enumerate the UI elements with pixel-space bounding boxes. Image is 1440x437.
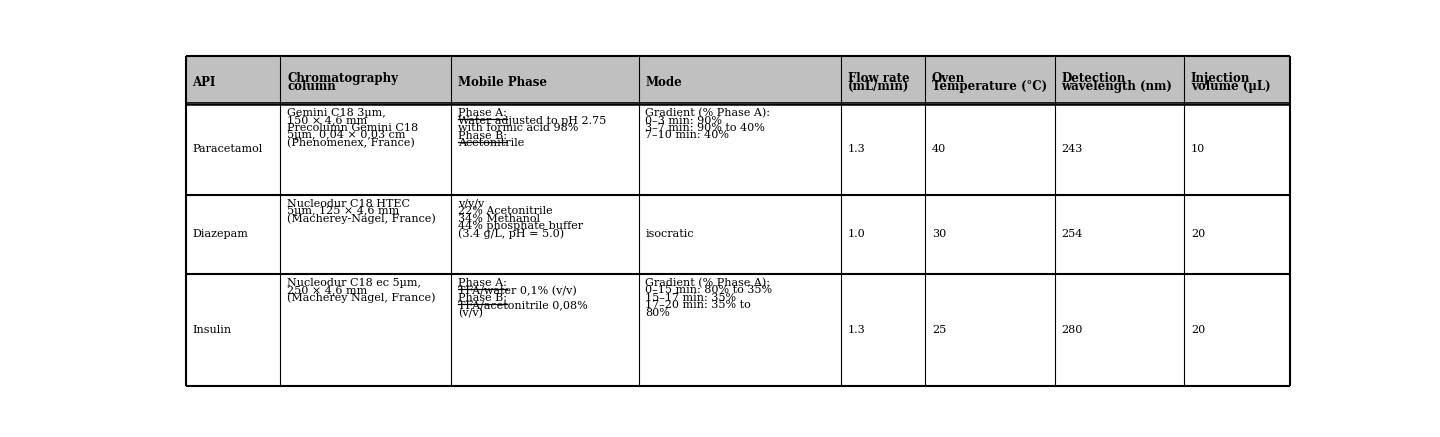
Text: 250 × 4,6 mm: 250 × 4,6 mm: [287, 285, 367, 295]
Bar: [186, 56, 1290, 104]
Bar: [186, 104, 1290, 195]
Text: Phase A:: Phase A:: [458, 278, 507, 288]
Text: (Phenomenex, France): (Phenomenex, France): [287, 138, 415, 148]
Text: API: API: [193, 76, 216, 89]
Text: Gradient (% Phase A):: Gradient (% Phase A):: [645, 278, 770, 288]
Text: (v/v): (v/v): [458, 308, 482, 319]
Text: wavelength (nm): wavelength (nm): [1061, 80, 1172, 93]
Text: 254: 254: [1061, 229, 1083, 239]
Text: Nucleodur C18 ec 5µm,: Nucleodur C18 ec 5µm,: [287, 278, 420, 288]
Text: 0–3 min: 90%: 0–3 min: 90%: [645, 115, 723, 125]
Text: Detection: Detection: [1061, 72, 1126, 85]
Text: (mL/min): (mL/min): [848, 80, 909, 93]
Text: Gemini C18 3µm,: Gemini C18 3µm,: [287, 108, 386, 118]
Text: column: column: [287, 80, 336, 93]
Text: 1.0: 1.0: [848, 229, 865, 239]
Text: Water adjusted to pH 2.75: Water adjusted to pH 2.75: [458, 116, 606, 126]
Bar: [186, 195, 1290, 274]
Text: TFA/water 0,1% (v/v): TFA/water 0,1% (v/v): [458, 285, 577, 296]
Text: (3.4 g/L, pH = 5.0): (3.4 g/L, pH = 5.0): [458, 229, 564, 239]
Text: 30: 30: [932, 229, 946, 239]
Text: 7–10 min: 40%: 7–10 min: 40%: [645, 130, 729, 140]
Text: Oven: Oven: [932, 72, 965, 85]
Text: Flow rate: Flow rate: [848, 72, 909, 85]
Text: 150 × 4,6 mm: 150 × 4,6 mm: [287, 115, 367, 125]
Text: Phase B:: Phase B:: [458, 293, 507, 303]
Text: Acetonitrile: Acetonitrile: [458, 138, 524, 148]
Text: TFA/acetonitrile 0,08%: TFA/acetonitrile 0,08%: [458, 301, 588, 311]
Text: with formic acid 98%: with formic acid 98%: [458, 123, 579, 133]
Text: Chromatography: Chromatography: [287, 72, 397, 85]
Text: Temperature (°C): Temperature (°C): [932, 80, 1047, 93]
Text: Diazepam: Diazepam: [193, 229, 248, 239]
Text: 20: 20: [1191, 325, 1205, 335]
Text: 34% Methanol: 34% Methanol: [458, 214, 540, 224]
Text: (Macherey-Nagel, France): (Macherey-Nagel, France): [287, 214, 436, 224]
Text: v/v/v: v/v/v: [458, 199, 484, 209]
Text: 1.3: 1.3: [848, 144, 865, 154]
Text: 5µm, 0,04 × 0,03 cm: 5µm, 0,04 × 0,03 cm: [287, 130, 406, 140]
Text: 44% phosphate buffer: 44% phosphate buffer: [458, 221, 583, 231]
Text: Paracetamol: Paracetamol: [193, 144, 262, 154]
Text: 280: 280: [1061, 325, 1083, 335]
Text: Phase B:: Phase B:: [458, 131, 507, 141]
Text: 80%: 80%: [645, 308, 670, 318]
Text: 1.3: 1.3: [848, 325, 865, 335]
Text: volume (µL): volume (µL): [1191, 80, 1270, 93]
Text: Mobile Phase: Mobile Phase: [458, 76, 547, 89]
Text: isocratic: isocratic: [645, 229, 694, 239]
Text: Nucleodur C18 HTEC: Nucleodur C18 HTEC: [287, 199, 410, 209]
Text: 22% Acetonitrile: 22% Acetonitrile: [458, 206, 553, 216]
Text: 10: 10: [1191, 144, 1205, 154]
Text: 15–17 min: 35%: 15–17 min: 35%: [645, 293, 736, 303]
Text: 243: 243: [1061, 144, 1083, 154]
Text: Mode: Mode: [645, 76, 683, 89]
Text: 3–7 min: 90% to 40%: 3–7 min: 90% to 40%: [645, 123, 765, 133]
Text: 5µm, 125 × 4,6 mm: 5µm, 125 × 4,6 mm: [287, 206, 399, 216]
Text: 0–15 min: 80% to 35%: 0–15 min: 80% to 35%: [645, 285, 772, 295]
Text: 17–20 min: 35% to: 17–20 min: 35% to: [645, 300, 752, 310]
Text: (Macherey Nagel, France): (Macherey Nagel, France): [287, 293, 435, 303]
Text: Injection: Injection: [1191, 72, 1250, 85]
Text: Insulin: Insulin: [193, 325, 232, 335]
Text: Gradient (% Phase A):: Gradient (% Phase A):: [645, 108, 770, 118]
Text: 20: 20: [1191, 229, 1205, 239]
Text: 40: 40: [932, 144, 946, 154]
Bar: [186, 274, 1290, 385]
Text: Precolumn Gemini C18: Precolumn Gemini C18: [287, 123, 418, 133]
Text: Phase A:: Phase A:: [458, 108, 507, 118]
Text: 25: 25: [932, 325, 946, 335]
